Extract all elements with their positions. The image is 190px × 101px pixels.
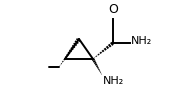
Text: NH₂: NH₂ (131, 36, 152, 46)
Text: O: O (108, 3, 118, 16)
Text: NH₂: NH₂ (102, 76, 124, 86)
